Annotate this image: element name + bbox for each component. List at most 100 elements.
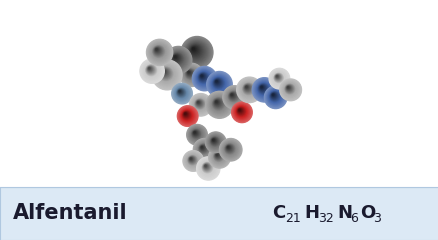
Circle shape [191,129,202,140]
Circle shape [195,99,204,108]
Circle shape [195,141,213,159]
Circle shape [211,138,218,145]
Circle shape [155,63,179,87]
Circle shape [255,82,272,97]
Circle shape [186,70,194,78]
Circle shape [276,76,278,78]
Circle shape [242,83,254,96]
Circle shape [201,146,203,149]
Circle shape [140,60,163,83]
Circle shape [149,42,169,62]
Circle shape [212,150,225,163]
Circle shape [208,95,229,115]
Circle shape [190,46,199,55]
Circle shape [225,89,243,106]
Circle shape [148,41,171,64]
Circle shape [193,138,215,161]
Circle shape [194,132,195,133]
Circle shape [172,84,191,103]
Circle shape [152,45,165,58]
Circle shape [280,80,300,100]
Circle shape [235,106,247,118]
Circle shape [209,147,229,167]
Circle shape [190,158,193,161]
Circle shape [183,67,198,82]
Circle shape [187,43,204,59]
Circle shape [191,130,200,138]
Text: 6: 6 [350,212,357,225]
Circle shape [257,83,270,96]
Circle shape [175,87,188,100]
Circle shape [273,73,283,83]
Circle shape [154,62,179,88]
Circle shape [197,72,209,84]
Circle shape [186,125,207,145]
Circle shape [201,162,214,174]
Circle shape [258,84,268,94]
Circle shape [185,154,200,168]
Circle shape [271,94,275,97]
Circle shape [228,91,238,102]
Circle shape [231,94,232,95]
Circle shape [141,61,162,81]
Circle shape [208,136,221,148]
Circle shape [234,105,248,119]
Circle shape [213,78,222,87]
Circle shape [236,107,245,116]
Circle shape [214,100,220,106]
Circle shape [282,82,298,98]
Circle shape [195,69,213,88]
Circle shape [193,67,215,90]
Circle shape [147,66,153,72]
Circle shape [283,83,295,95]
Circle shape [182,111,191,119]
Circle shape [206,133,224,151]
Circle shape [183,151,203,171]
Circle shape [180,63,202,86]
Circle shape [193,97,207,112]
Circle shape [237,78,261,102]
Circle shape [185,153,201,168]
Circle shape [225,88,243,107]
Circle shape [179,90,180,93]
Circle shape [207,72,231,96]
Circle shape [239,109,240,110]
Circle shape [209,74,229,94]
Circle shape [213,99,221,107]
Circle shape [192,48,195,51]
Circle shape [212,98,223,109]
Circle shape [157,65,175,83]
Circle shape [204,164,208,169]
Circle shape [174,56,177,59]
Circle shape [192,130,198,137]
Circle shape [211,149,227,165]
Circle shape [144,63,159,79]
Circle shape [184,67,198,81]
Circle shape [141,60,162,82]
Circle shape [212,138,215,143]
Circle shape [194,98,206,110]
Circle shape [208,147,229,168]
Circle shape [201,162,213,174]
Circle shape [182,66,199,84]
Circle shape [184,40,208,64]
Circle shape [215,80,218,83]
Circle shape [183,39,210,66]
Circle shape [210,137,219,145]
Circle shape [197,157,219,180]
Circle shape [198,158,218,179]
Circle shape [265,87,285,108]
Circle shape [271,93,276,99]
Circle shape [211,97,226,112]
Circle shape [181,110,192,120]
Circle shape [171,53,183,65]
Circle shape [153,46,163,56]
Circle shape [187,43,205,60]
Circle shape [211,138,216,143]
Circle shape [146,66,155,74]
Circle shape [272,94,274,96]
Circle shape [188,44,202,58]
Circle shape [204,165,208,168]
Circle shape [184,152,202,170]
Circle shape [269,91,280,102]
